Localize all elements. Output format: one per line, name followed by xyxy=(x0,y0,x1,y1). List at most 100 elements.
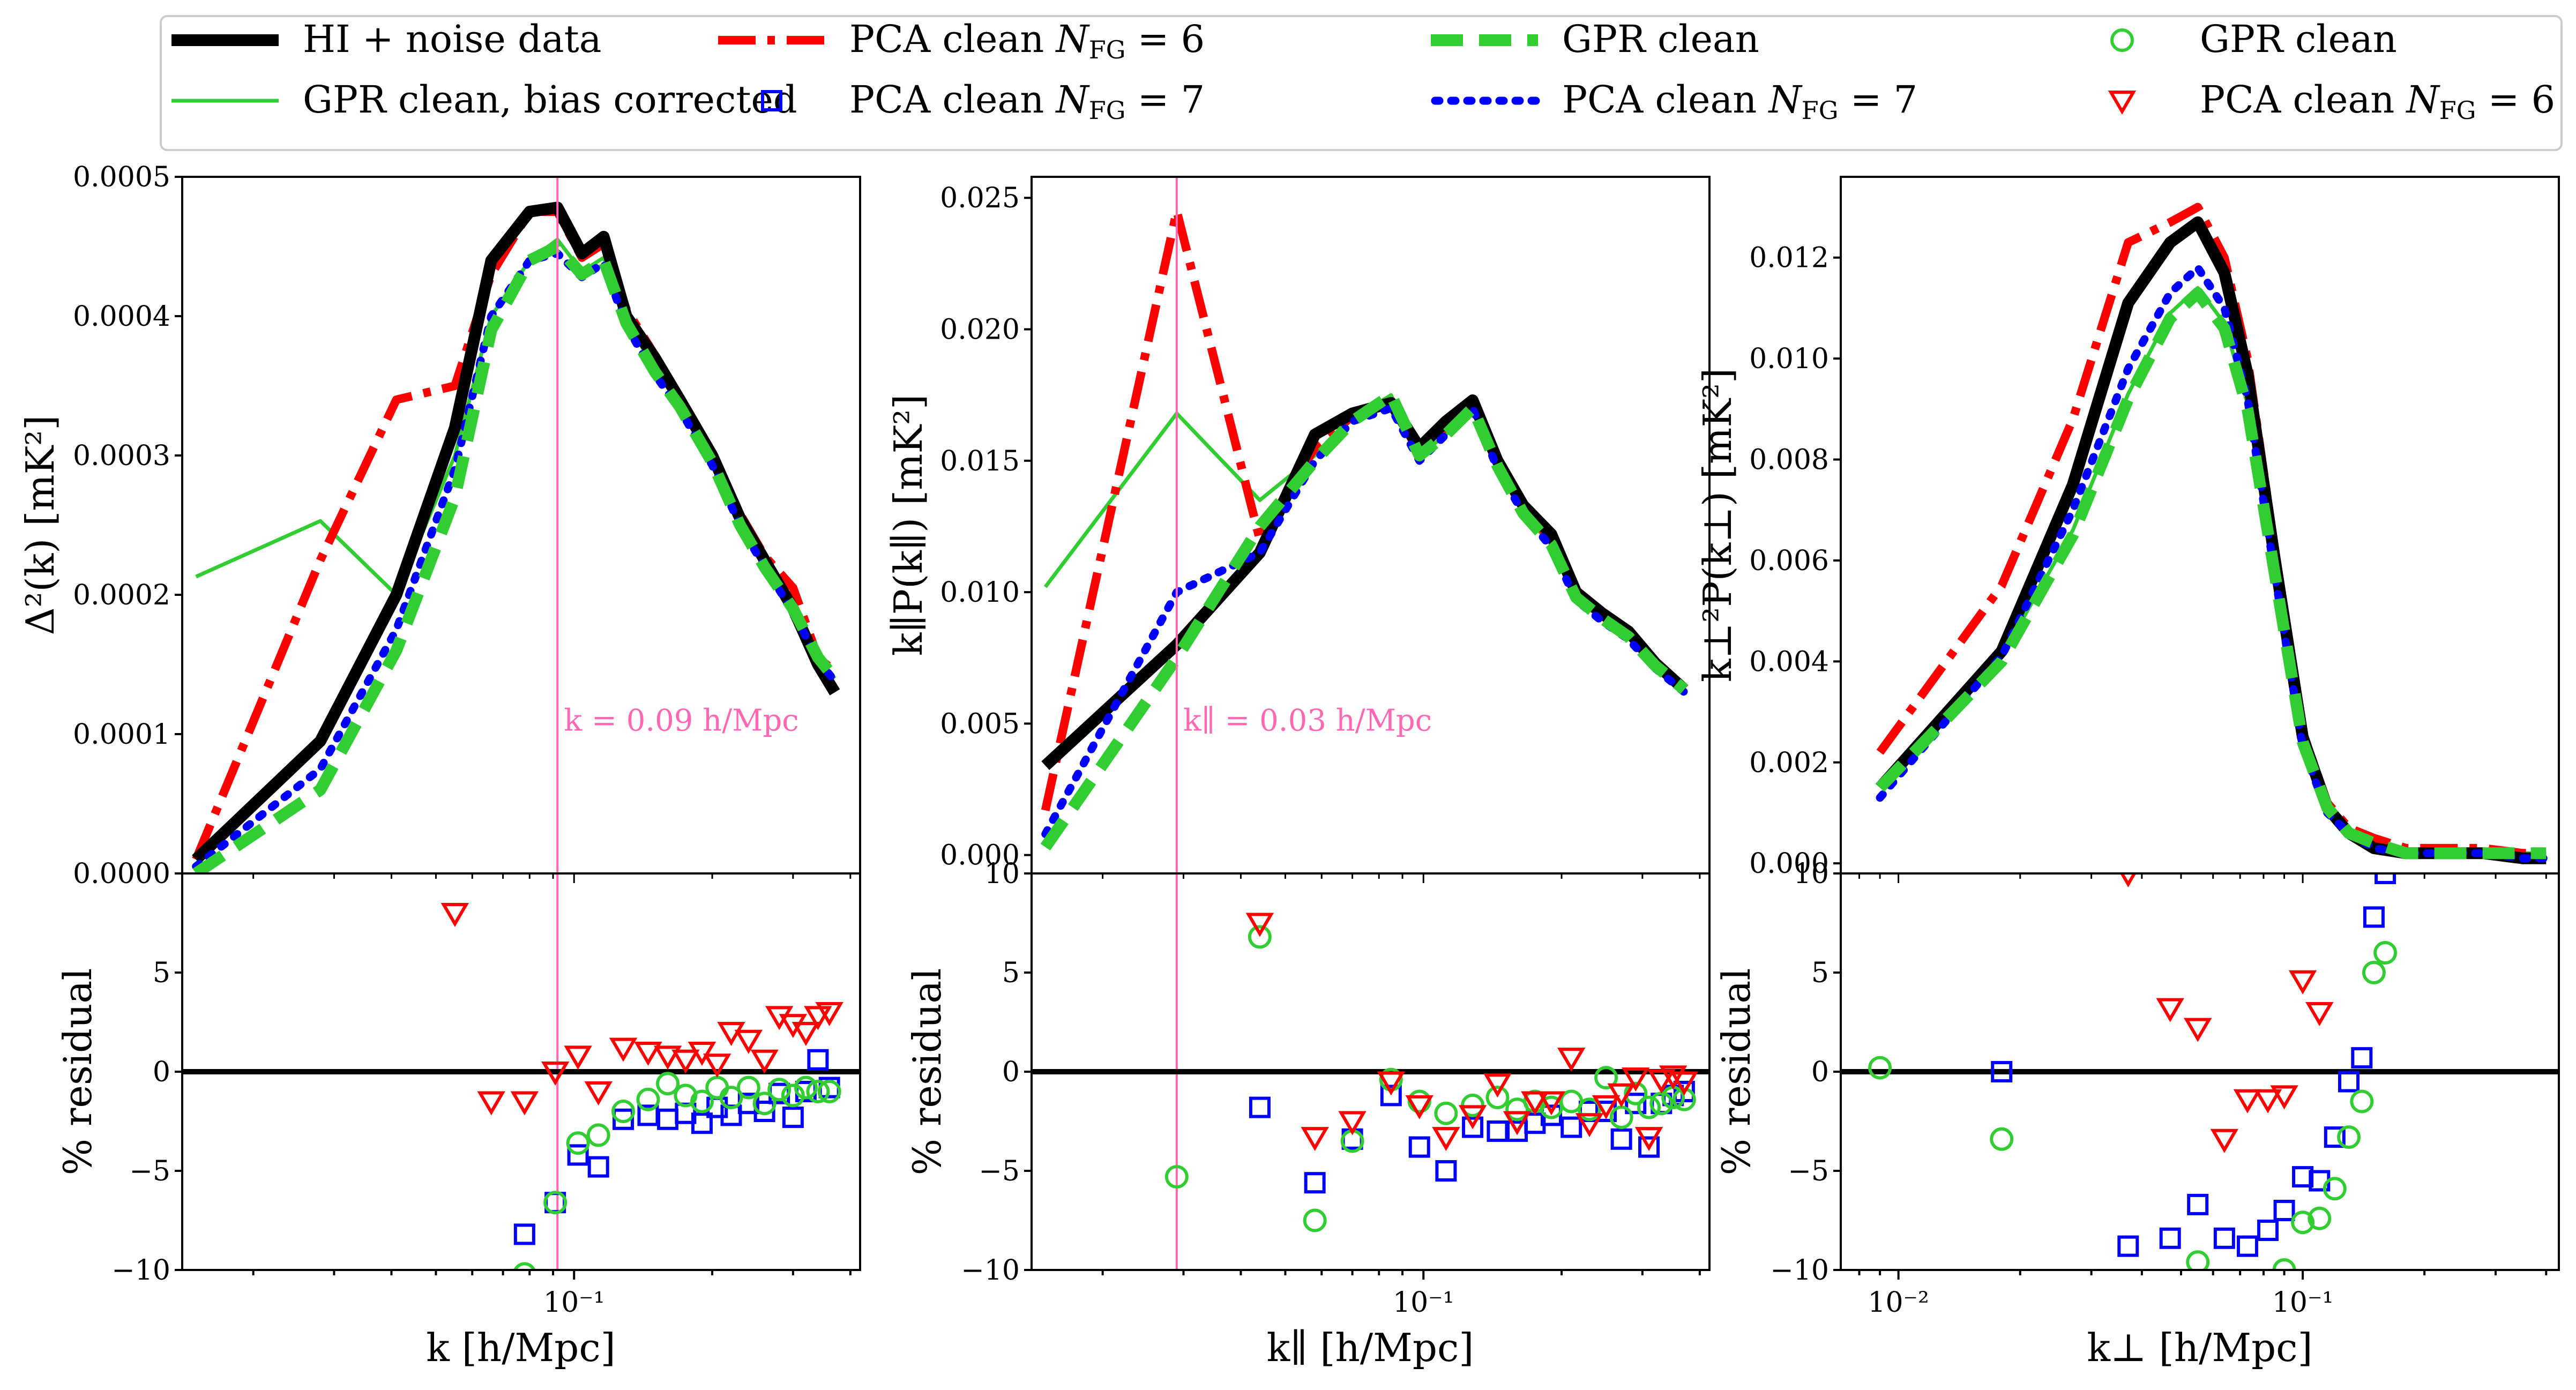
residual-point-triangle xyxy=(804,1006,832,1030)
residual-point-circle xyxy=(767,1078,792,1102)
residual-point-triangle xyxy=(1622,1067,1650,1092)
legend-entry-pca-clean-n-fg-6: PCA clean NFG = 6 xyxy=(718,17,1205,64)
residual-point-circle xyxy=(1624,1081,1648,1105)
x-tick-label: 10⁻¹ xyxy=(1393,1287,1454,1319)
x-axis-labels: k [h/Mpc] k∥ [h/Mpc] k⊥ [h/Mpc] xyxy=(426,1325,2312,1370)
residual-point-square xyxy=(2159,1227,2181,1249)
residual-point-triangle xyxy=(1377,1071,1406,1096)
residual-point-square xyxy=(807,1049,829,1071)
residual-point-triangle xyxy=(634,1042,662,1066)
residual-point-triangle xyxy=(1659,1065,1688,1090)
residual-point-circle xyxy=(2323,1177,2347,1201)
legend-swatch xyxy=(2108,91,2137,115)
residual-markers xyxy=(1164,913,1699,1232)
residual-point-triangle xyxy=(1607,1083,1636,1108)
residual-point-triangle xyxy=(815,1002,843,1026)
legend-label: GPR clean xyxy=(1562,17,1759,61)
residual-point-triangle xyxy=(750,1049,779,1074)
residual-point-triangle xyxy=(2305,1002,2334,1026)
series-line-gpr-clean-bias-corrected xyxy=(195,237,837,680)
residual-point-triangle xyxy=(2210,1129,2239,1153)
residual-point-circle xyxy=(705,1075,729,1100)
residual-point-triangle xyxy=(792,1022,820,1046)
residual-y-axis-label: % residual xyxy=(55,968,100,1176)
residual-point-triangle xyxy=(1245,913,1274,937)
residual-point-triangle xyxy=(1537,1091,1566,1116)
residual-point-triangle xyxy=(1458,1105,1487,1130)
residual-y-tick-label: −10 xyxy=(961,1254,1020,1287)
series-line-hi-noise-data xyxy=(1875,216,2547,864)
residual-point-square xyxy=(613,1108,634,1130)
x-tick-label: 10⁻² xyxy=(1868,1287,1929,1319)
y-tick-label: 0.0003 xyxy=(73,440,170,472)
residual-point-triangle xyxy=(2253,1089,2282,1114)
residual-point-circle xyxy=(1303,1208,1327,1232)
legend-label: PCA clean NFG = 7 xyxy=(1562,78,1917,125)
residual-y-tick-label: 0 xyxy=(1002,1056,1020,1088)
residual-point-square xyxy=(782,1107,804,1129)
residual-point-triangle xyxy=(671,1049,700,1074)
residual-point-triangle xyxy=(1592,1095,1621,1119)
main-series-group xyxy=(1875,203,2550,864)
panel-kperp: 0.000 0.002 0.004 0.006 0.008 0.010 0.012 −10 −5… xyxy=(1695,176,2560,1319)
residual-point-square xyxy=(2117,1235,2139,1257)
residual-y-tick-label: 5 xyxy=(1811,957,1829,989)
main-series-group xyxy=(1040,206,1689,851)
residual-point-circle xyxy=(2186,1250,2210,1270)
residual-point-triangle xyxy=(1647,1069,1676,1094)
residual-point-triangle xyxy=(2233,1089,2262,1114)
main-series-group xyxy=(192,201,840,873)
series-line-gpr-clean xyxy=(1040,389,1688,851)
main-axes-frame xyxy=(1031,176,1711,875)
y-tick-label: 0.005 xyxy=(940,708,1020,740)
residual-y-tick-label: 10 xyxy=(984,858,1020,890)
legend-label: HI + noise data xyxy=(303,17,601,61)
y-tick-label: 0.010 xyxy=(1749,343,1829,375)
residual-y-tick-label: −5 xyxy=(1788,1155,1829,1187)
residual-point-square xyxy=(753,1101,775,1122)
y-tick-label: 0.006 xyxy=(1749,545,1829,577)
residual-point-square xyxy=(1625,1093,1647,1115)
legend-entry-pca-clean-n-fg-7: PCA clean NFG = 7 xyxy=(1431,78,1917,125)
residual-point-circle xyxy=(1248,925,1272,949)
residual-point-triangle xyxy=(510,1091,539,1116)
legend-entry-hi-noise-data: HI + noise data xyxy=(171,17,601,61)
legend-label: GPR clean, bias corrected xyxy=(303,78,797,122)
residual-point-square xyxy=(2375,873,2396,884)
residual-point-circle xyxy=(2373,941,2398,965)
y-tick-label: 0.004 xyxy=(1749,646,1829,678)
y-tick-label: 0.0005 xyxy=(73,161,170,193)
series-line-gpr-clean-bias-corrected xyxy=(1878,286,2547,855)
residual-point-circle xyxy=(806,1080,830,1103)
residual-y-tick-label: 5 xyxy=(153,957,170,989)
residual-y-tick-label: 0 xyxy=(1811,1056,1829,1088)
residual-point-circle xyxy=(1637,1095,1661,1119)
y-tick-label: 0.020 xyxy=(940,314,1020,346)
residual-point-square xyxy=(2324,1126,2346,1148)
residual-y-tick-label: 5 xyxy=(1002,957,1020,989)
residual-point-triangle xyxy=(1670,1071,1699,1096)
residual-point-triangle xyxy=(541,1062,570,1086)
legend-label: PCA clean NFG = 6 xyxy=(2200,78,2555,125)
y-tick-label: 0.025 xyxy=(940,182,1020,214)
residual-point-square xyxy=(2187,1193,2209,1215)
residual-point-triangle xyxy=(1503,1111,1532,1135)
legend-frame xyxy=(160,15,2563,151)
residual-point-circle xyxy=(543,1191,568,1215)
residual-point-triangle xyxy=(440,903,469,927)
y-axis-label: k∥P(k∥) [mK²] xyxy=(886,394,931,656)
main-axes-frame xyxy=(1840,176,2560,875)
residual-point-square xyxy=(1487,1120,1509,1142)
residual-point-circle xyxy=(690,1089,714,1114)
residual-point-square xyxy=(1560,1116,1582,1138)
legend-swatch xyxy=(761,90,782,111)
residual-point-triangle xyxy=(703,1053,731,1078)
residual-point-square xyxy=(1408,1136,1430,1158)
residual-point-square xyxy=(2236,1235,2258,1257)
residual-point-triangle xyxy=(1575,1113,1604,1138)
residual-markers xyxy=(440,903,843,1270)
residual-point-triangle xyxy=(1301,1127,1329,1152)
vline-label: k = 0.09 h/Mpc xyxy=(564,704,798,738)
vline-label: k∥ = 0.03 h/Mpc xyxy=(1183,704,1432,738)
